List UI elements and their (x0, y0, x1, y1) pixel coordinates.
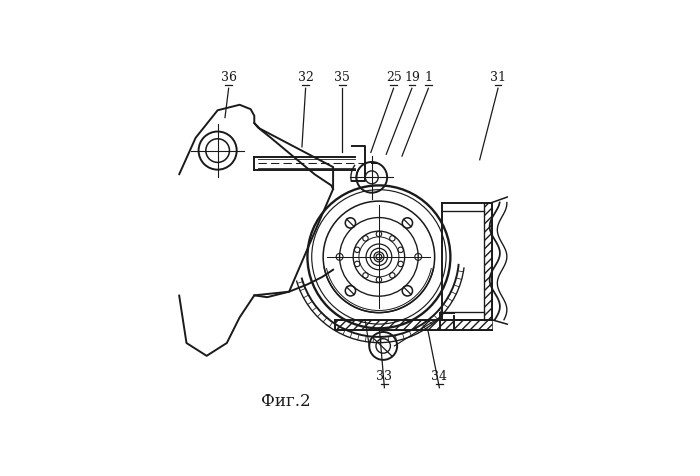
Text: 31: 31 (490, 71, 506, 84)
Bar (484, 203, 492, 320)
Text: 35: 35 (335, 71, 350, 84)
Text: 34: 34 (431, 370, 447, 383)
Text: 25: 25 (386, 71, 401, 84)
Text: 36: 36 (220, 71, 237, 84)
Bar (335, 320, 492, 330)
Text: 32: 32 (298, 71, 314, 84)
Text: 33: 33 (377, 370, 393, 383)
Text: Фиг.2: Фиг.2 (260, 393, 310, 410)
Text: 1: 1 (424, 71, 433, 84)
Text: 19: 19 (404, 71, 420, 84)
